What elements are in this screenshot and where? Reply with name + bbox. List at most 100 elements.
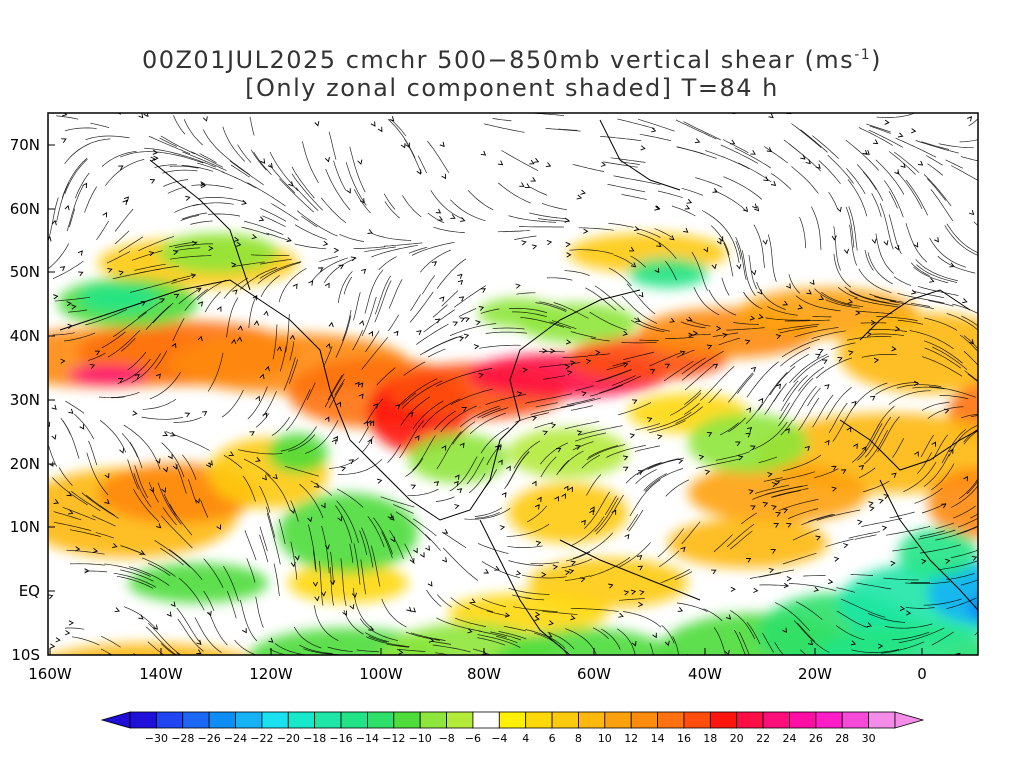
coastlines-layer <box>59 119 978 655</box>
colorbar-swatch <box>789 711 817 729</box>
colorbar-tick-label: −10 <box>409 732 432 745</box>
shear-shade-patch <box>379 623 557 655</box>
streamlines-layer <box>48 113 978 655</box>
colorbar-swatch <box>868 711 896 729</box>
colorbar-swatch <box>367 711 395 729</box>
colorbar-tick-label: 26 <box>809 732 823 745</box>
colorbar-swatch <box>155 711 184 729</box>
colorbar-tick-label: −8 <box>438 732 454 745</box>
colorbar-swatch <box>841 711 870 729</box>
lon-label-20w: 20W <box>798 665 832 683</box>
colorbar-labels: −30 −28 −26 −24 −22 −20 −18 −16 −14 −12 −10 −8 −6 −4 4… <box>145 732 876 745</box>
colorbar-tick-label: −28 <box>171 732 194 745</box>
lat-label-30n: 30N <box>10 391 40 409</box>
colorbar-tick-label: −24 <box>224 732 247 745</box>
colorbar-tick-label: 4 <box>522 732 529 745</box>
lon-label-60w: 60W <box>577 665 611 683</box>
colorbar-swatch <box>762 711 790 729</box>
map-panel <box>47 112 1024 753</box>
colorbar-swatch <box>393 711 421 729</box>
colorbar-swatch <box>472 711 500 729</box>
lon-label-120w: 120W <box>249 665 293 683</box>
colorbar-swatch <box>208 711 236 729</box>
colorbar-tick-label: −22 <box>250 732 273 745</box>
title-line1-close: ) <box>871 46 883 74</box>
lat-label-40n: 40N <box>10 327 40 345</box>
shear-shade-patch <box>268 433 328 473</box>
lat-label-70n: 70N <box>10 136 40 154</box>
lat-label-10n: 10N <box>10 518 40 536</box>
colorbar-swatch <box>419 711 447 729</box>
coastline <box>149 159 251 291</box>
streamline-arrowheads <box>48 113 978 655</box>
shear-shade-patch <box>688 463 868 523</box>
colorbar-swatch <box>340 711 368 729</box>
colorbar-tick-label: 28 <box>835 732 849 745</box>
colorbar-tick-label: 20 <box>730 732 744 745</box>
shear-shade-patch <box>898 693 1024 753</box>
shear-shade-patch <box>838 313 978 393</box>
colorbar-swatch <box>182 711 210 729</box>
latitude-axis: 70N 60N 50N 40N 30N 20N 10N EQ 10S <box>10 136 40 664</box>
shear-shade-patch <box>278 493 418 573</box>
colorbar-tick-label: 12 <box>624 732 638 745</box>
longitude-axis: 160W 140W 120W 100W 80W 60W 40W 20W 0 <box>28 665 927 683</box>
lon-label-80w: 80W <box>467 665 501 683</box>
colorbar-swatch <box>446 711 474 729</box>
colorbar-swatch <box>709 711 738 729</box>
colorbar-tick-label: −16 <box>329 732 352 745</box>
colorbar <box>100 711 925 729</box>
shear-shade-patch <box>898 528 978 578</box>
colorbar-swatch <box>815 711 843 729</box>
colorbar-swatch <box>657 711 685 729</box>
coastline <box>559 539 701 601</box>
colorbar-swatch <box>551 711 579 729</box>
colorbar-tick-label: 8 <box>575 732 582 745</box>
colorbar-swatch <box>683 711 711 729</box>
shear-shade-patch <box>408 433 508 483</box>
colorbar-tick-label: −12 <box>382 732 405 745</box>
map-frame <box>47 112 979 656</box>
axis-ticks <box>48 144 923 656</box>
colorbar-tick-label: 24 <box>783 732 797 745</box>
colorbar-swatch <box>604 711 632 729</box>
colorbar-swatch <box>578 711 606 729</box>
colorbar-high-triangle <box>894 711 925 729</box>
coastline <box>59 279 641 521</box>
shear-shade-patch <box>52 643 244 655</box>
colorbar-low-triangle <box>100 711 131 729</box>
title-line1-text: 00Z01JUL2025 cmchr 500−850mb vertical sh… <box>141 46 855 74</box>
shear-shade-patch <box>528 558 688 608</box>
shear-shade-patch <box>928 468 978 538</box>
coastline <box>479 519 571 655</box>
lon-label-160w: 160W <box>28 665 72 683</box>
chart-title: 00Z01JUL2025 cmchr 500−850mb vertical sh… <box>0 46 1024 74</box>
colorbar-tick-label: 6 <box>549 732 556 745</box>
shear-shade-patch <box>288 563 408 603</box>
colorbar-tick-label: 14 <box>651 732 665 745</box>
shear-shade-patch <box>78 284 158 312</box>
colorbar-swatch <box>736 711 764 729</box>
colorbar-swatch <box>129 711 157 729</box>
lat-label-20n: 20N <box>10 455 40 473</box>
shear-shade-patch <box>478 298 558 328</box>
lat-label-50n: 50N <box>10 263 40 281</box>
colorbar-tick-label: −6 <box>465 732 481 745</box>
colorbar-swatch <box>235 711 263 729</box>
title-unit-exponent: -1 <box>854 47 872 63</box>
lat-label-60n: 60N <box>10 200 40 218</box>
lon-label-140w: 140W <box>139 665 183 683</box>
colorbar-swatch <box>261 711 289 729</box>
colorbar-tick-label: −30 <box>145 732 168 745</box>
shear-shade-patch <box>628 258 708 288</box>
shear-shade-patch <box>928 563 978 623</box>
colorbar-tick-label: −4 <box>491 732 507 745</box>
colorbar-tick-label: 16 <box>677 732 691 745</box>
shear-shade-patch <box>448 593 608 633</box>
colorbar-tick-label: −26 <box>197 732 220 745</box>
lon-label-100w: 100W <box>359 665 403 683</box>
colorbar-tick-label: 22 <box>756 732 770 745</box>
colorbar-swatch <box>498 711 527 729</box>
colorbar-tick-label: −20 <box>277 732 300 745</box>
